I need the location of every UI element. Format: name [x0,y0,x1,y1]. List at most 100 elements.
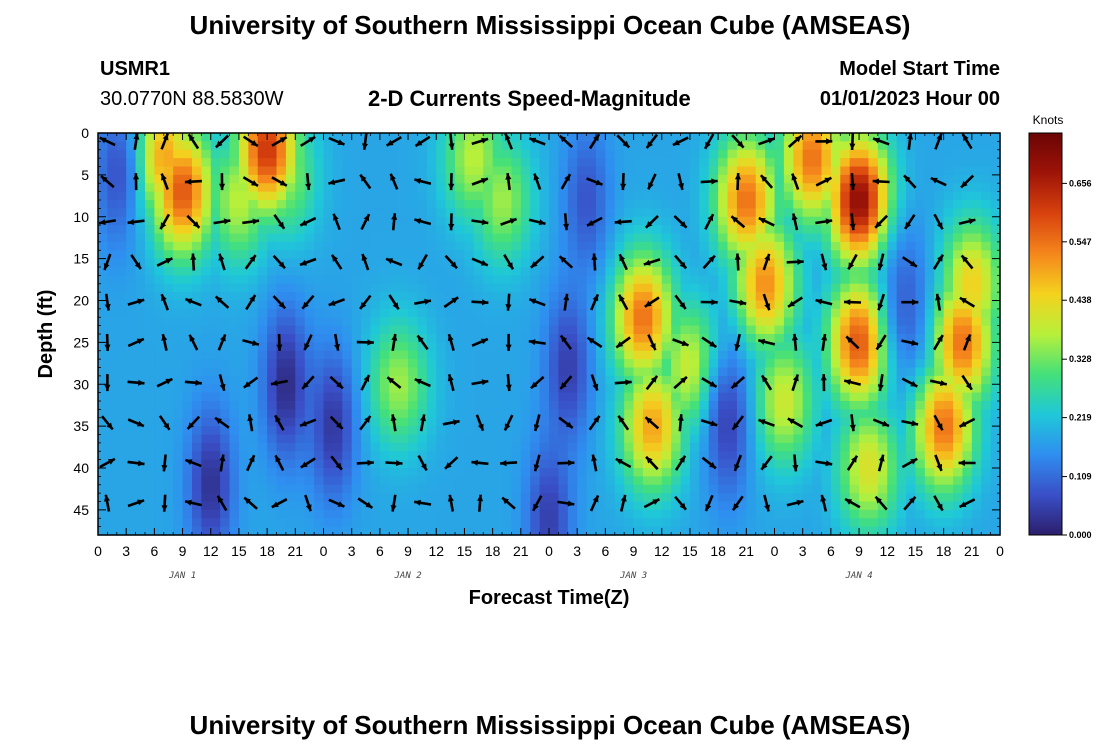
heatmap-cell [755,200,766,209]
heatmap-cell [859,409,870,419]
current-arrow [243,376,259,389]
heatmap-cell [821,392,832,402]
heatmap-cell [248,484,259,494]
heatmap-cell [793,216,804,226]
heatmap-cell [633,275,644,285]
heatmap-cell [483,267,494,276]
heatmap-cell [229,250,240,260]
heatmap-cell [257,509,268,519]
heatmap-cell [238,442,249,452]
heatmap-cell [126,258,137,268]
heatmap-cell [906,468,917,477]
heatmap-cell [530,225,541,235]
current-arrow [133,132,140,150]
heatmap-cell [511,200,522,209]
heatmap-cell [295,275,306,285]
heatmap-cell [887,468,898,477]
heatmap-cell [107,350,118,360]
heatmap-cell [323,233,334,243]
heatmap-cell [812,484,823,494]
heatmap-cell [614,325,625,335]
heatmap-cell [98,375,108,385]
heatmap-cell [276,426,287,436]
heatmap-cell [652,384,663,394]
heatmap-cell [248,308,259,318]
heatmap-cell [229,442,240,452]
current-arrow [791,374,800,392]
heatmap-cell [436,158,447,168]
heatmap-cell [163,300,174,310]
heatmap-cell [210,434,221,444]
heatmap-cell [765,442,776,452]
heatmap-cell [267,149,278,159]
heatmap-cell [267,250,278,260]
heatmap-cell [953,308,964,318]
heatmap-cell [812,300,823,310]
heatmap-cell [877,166,888,176]
current-arrow [100,175,115,189]
heatmap-cell [971,317,982,327]
current-arrow [872,178,890,185]
heatmap-cell [473,509,484,519]
heatmap-cell [163,174,174,184]
heatmap-cell [840,275,851,285]
heatmap-cell [793,392,804,402]
heatmap-cell [426,200,437,209]
heatmap-cell [436,384,447,394]
heatmap-cell [671,158,682,168]
heatmap-cell [210,468,221,477]
heatmap-cell [924,476,935,486]
heatmap-cell [417,442,428,452]
heatmap-cell [314,300,325,310]
heatmap-cell [746,325,757,335]
heatmap-cell [896,300,907,310]
heatmap-cell [830,426,841,436]
heatmap-cell [802,149,813,159]
heatmap-cell [736,426,747,436]
heatmap-cell [642,208,653,218]
heatmap-cell [783,451,794,461]
heatmap-cell [502,417,513,427]
heatmap-cell [943,250,954,260]
heatmap-cell [990,183,1001,193]
heatmap-cell [915,417,926,427]
heatmap-cell [116,208,127,218]
heatmap-cell [276,359,287,369]
heatmap-cell [943,359,954,369]
heatmap-cell [154,174,165,184]
heatmap-cell [877,275,888,285]
heatmap-cell [971,350,982,360]
heatmap-cell [981,183,992,193]
heatmap-cell [191,267,202,276]
heatmap-cell [605,501,616,511]
heatmap-cell [689,233,700,243]
heatmap-cell [783,434,794,444]
heatmap-cell [492,501,503,511]
heatmap-cell [605,392,616,402]
heatmap-cell [483,317,494,327]
heatmap-cell [220,149,231,159]
heatmap-cell [408,241,419,251]
heatmap-cell [595,300,606,310]
heatmap-cell [210,300,221,310]
heatmap-cell [981,200,992,209]
heatmap-cell [868,183,879,193]
heatmap-cell [896,384,907,394]
heatmap-cell [802,426,813,436]
heatmap-cell [953,275,964,285]
heatmap-cell [201,133,212,142]
heatmap-cell [98,241,108,251]
heatmap-cell [840,225,851,235]
heatmap-cell [915,183,926,193]
heatmap-cell [257,501,268,511]
heatmap-cell [163,267,174,276]
heatmap-cell [389,241,400,251]
heatmap-cell [436,350,447,360]
current-arrow [184,379,202,386]
heatmap-cell [981,225,992,235]
heatmap-cell [896,149,907,159]
heatmap-cell [736,451,747,461]
heatmap-cell [191,501,202,511]
heatmap-cell [238,191,249,201]
heatmap-cell [417,392,428,402]
